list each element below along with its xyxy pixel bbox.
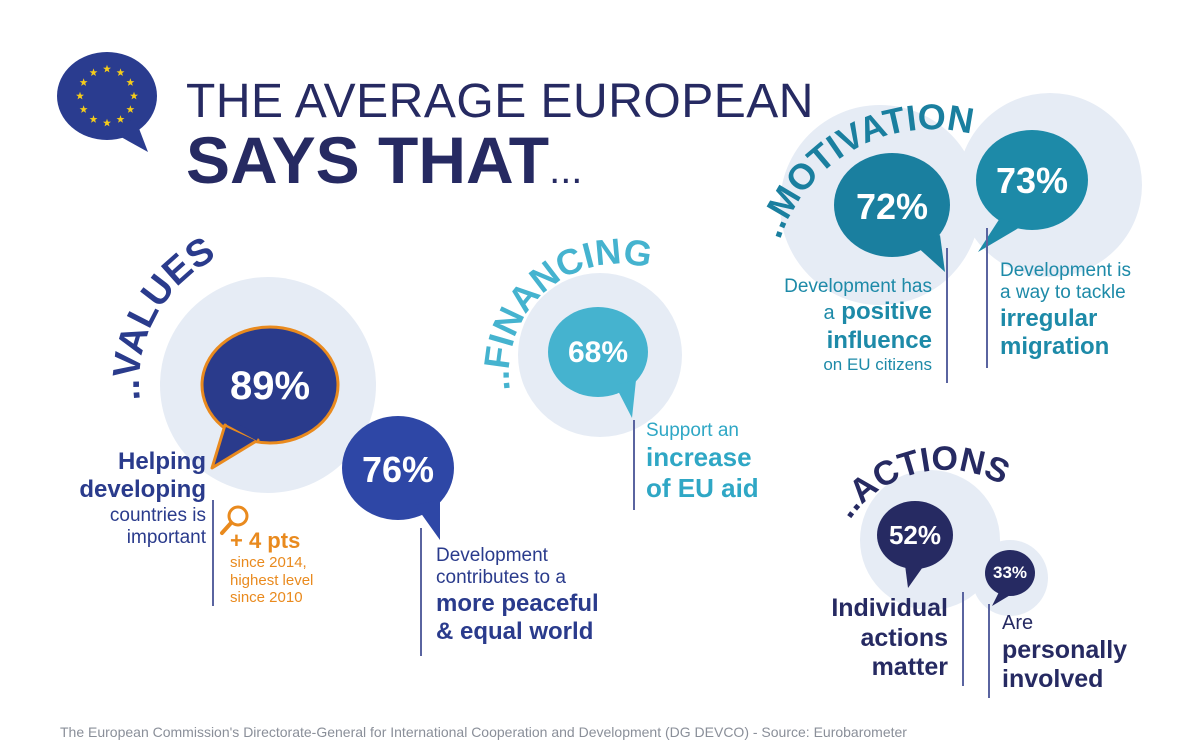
divider-values-peace bbox=[420, 528, 422, 656]
percent-76: 76% bbox=[361, 449, 435, 490]
eu-star-icon bbox=[126, 78, 135, 86]
motivation-positive-line2: a positive bbox=[752, 298, 933, 326]
motivation-positive-line1: Development has bbox=[784, 276, 932, 297]
financing-line3: of EU aid bbox=[646, 473, 759, 504]
values-trend-line3: since 2010 bbox=[230, 589, 303, 607]
section-financing-prefix: .. bbox=[476, 370, 518, 394]
values-peace-line2: contributes to a bbox=[436, 567, 566, 589]
eu-star-icon bbox=[116, 68, 125, 77]
values-trend-line2: highest level bbox=[230, 571, 314, 589]
section-values-prefix: .. bbox=[106, 379, 149, 403]
values-trend-text: + 4 pts since 2014, highest level since … bbox=[230, 528, 340, 607]
eu-star-icon bbox=[76, 91, 84, 100]
financing-line1: Support an bbox=[646, 420, 739, 441]
bubble-73 bbox=[976, 130, 1088, 252]
actions-matter-text: Individual actions matter bbox=[790, 594, 948, 683]
eu-star-icon bbox=[89, 68, 98, 77]
bubble-72 bbox=[834, 153, 950, 272]
divider-motivation-positive bbox=[946, 248, 948, 383]
values-trend-headline: + 4 pts bbox=[230, 528, 301, 553]
eu-star-icon bbox=[79, 78, 88, 86]
bubble-76 bbox=[342, 416, 454, 540]
divider-values-main bbox=[212, 500, 214, 606]
motivation-positive-line4: on EU citizens bbox=[823, 355, 932, 375]
actions-matter-line1: Individual bbox=[831, 594, 948, 622]
actions-involved-line3: involved bbox=[1002, 665, 1104, 694]
eu-star-icon bbox=[79, 105, 88, 113]
values-trend-line1: since 2014, bbox=[230, 553, 307, 571]
magnifier-icon bbox=[220, 505, 249, 535]
actions-involved-line1: Are bbox=[1002, 612, 1034, 634]
motivation-positive-line3: influence bbox=[826, 326, 932, 354]
eu-star-icon bbox=[103, 64, 111, 73]
page-title-dots: ... bbox=[549, 148, 583, 192]
percent-33: 33% bbox=[992, 563, 1028, 582]
motivation-migration-line4: migration bbox=[1000, 333, 1110, 361]
actions-involved-line2: personally bbox=[1002, 635, 1128, 664]
values-main-line1: Helping bbox=[118, 448, 206, 475]
eu-star-icon bbox=[89, 115, 98, 123]
page-title-line2: SAYS THAT... bbox=[186, 122, 582, 198]
eu-star-icon bbox=[103, 118, 111, 127]
bubble-89 bbox=[200, 325, 340, 470]
bubble-68 bbox=[548, 307, 648, 418]
eu-flag-speech-bubble-icon bbox=[57, 52, 157, 152]
motivation-migration-line2: a way to tackle bbox=[1000, 282, 1126, 304]
percent-68: 68% bbox=[567, 336, 629, 369]
values-main-text: Helping developing countries is importan… bbox=[60, 448, 206, 549]
values-peace-text: Development contributes to a more peacef… bbox=[436, 545, 636, 646]
bubble-33 bbox=[985, 550, 1035, 606]
percent-89: 89% bbox=[229, 364, 311, 408]
values-peace-line1: Development bbox=[436, 545, 548, 566]
percent-72: 72% bbox=[855, 186, 929, 227]
eu-star-icon bbox=[130, 91, 138, 100]
eu-star-icon bbox=[116, 115, 125, 123]
divider-actions-involved bbox=[988, 604, 990, 698]
motivation-positive-text: Development has a positive influence on … bbox=[752, 276, 932, 375]
actions-matter-line2: actions bbox=[860, 623, 948, 652]
actions-matter-line3: matter bbox=[871, 653, 948, 681]
percent-73: 73% bbox=[995, 160, 1069, 201]
footer-source: The European Commission's Directorate-Ge… bbox=[60, 724, 907, 740]
values-main-line4: important bbox=[126, 527, 206, 549]
motivation-migration-line1: Development is bbox=[1000, 260, 1131, 281]
actions-involved-text: Are personally involved bbox=[1002, 612, 1162, 695]
divider-motivation-migration bbox=[986, 228, 988, 368]
values-peace-line3: more peaceful bbox=[436, 589, 599, 617]
motivation-migration-line3: irregular bbox=[1000, 304, 1098, 332]
percent-52: 52% bbox=[888, 520, 942, 550]
values-main-line2: developing bbox=[79, 476, 206, 504]
page-title-line1: THE AVERAGE EUROPEAN bbox=[186, 75, 814, 128]
motivation-positive-keyword: positive bbox=[841, 298, 932, 326]
financing-text: Support an increase of EU aid bbox=[646, 420, 796, 504]
eu-star-icon bbox=[126, 105, 135, 113]
bubble-52 bbox=[877, 501, 953, 588]
motivation-positive-article: a bbox=[823, 302, 835, 325]
divider-actions-matter bbox=[962, 592, 964, 686]
page-title-main: SAYS THAT bbox=[186, 123, 550, 197]
values-main-line3: countries is bbox=[109, 504, 206, 526]
divider-financing bbox=[633, 420, 635, 510]
motivation-migration-text: Development is a way to tackle irregular… bbox=[1000, 260, 1160, 361]
financing-line2: increase bbox=[646, 442, 752, 473]
values-peace-line4: & equal world bbox=[436, 618, 594, 646]
